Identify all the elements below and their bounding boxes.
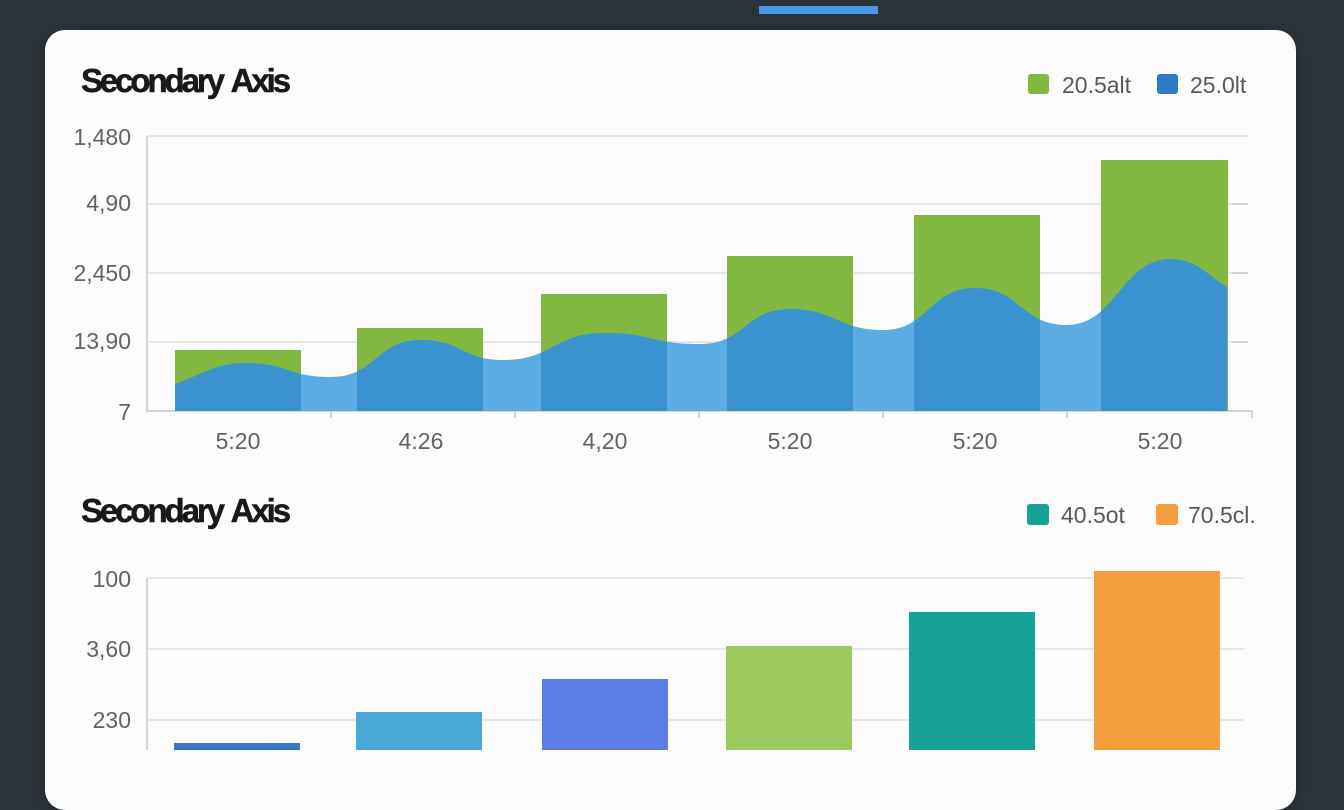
svg-text:5:20: 5:20 (768, 428, 813, 454)
svg-text:4:26: 4:26 (399, 428, 444, 454)
svg-text:100: 100 (93, 566, 131, 592)
svg-text:3,60: 3,60 (86, 636, 131, 662)
svg-text:4,20: 4,20 (583, 428, 628, 454)
svg-text:13,90: 13,90 (73, 328, 131, 354)
svg-text:2,450: 2,450 (73, 260, 131, 286)
svg-text:230: 230 (93, 707, 131, 733)
svg-text:4,90: 4,90 (86, 190, 131, 216)
svg-text:25.0lt: 25.0lt (1190, 72, 1247, 98)
svg-text:1,480: 1,480 (73, 124, 131, 150)
svg-text:5:20: 5:20 (953, 428, 998, 454)
svg-text:40.5ot: 40.5ot (1061, 502, 1126, 528)
svg-text:5:20: 5:20 (216, 428, 261, 454)
svg-text:5:20: 5:20 (1138, 428, 1183, 454)
svg-text:70.5cl.: 70.5cl. (1188, 502, 1256, 528)
svg-text:7: 7 (118, 399, 131, 425)
svg-text:20.5alt: 20.5alt (1062, 72, 1132, 98)
